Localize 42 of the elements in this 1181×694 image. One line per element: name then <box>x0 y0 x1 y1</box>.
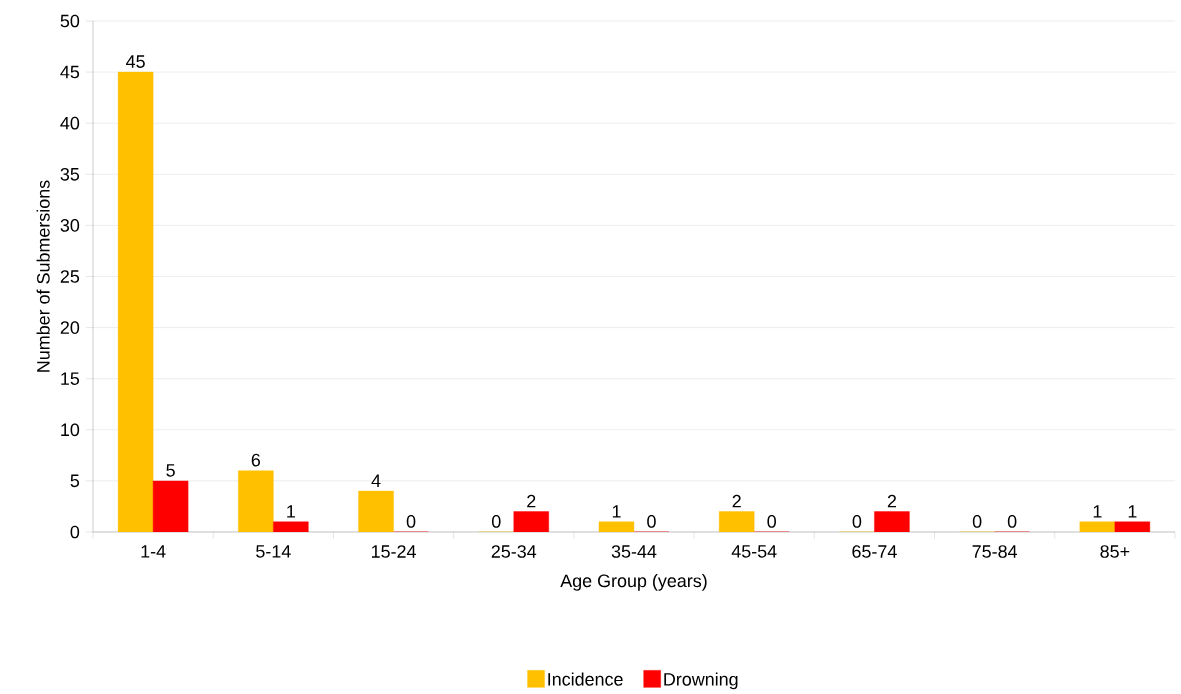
x-tick-label: 75-84 <box>972 545 1018 558</box>
y-tick-label: 0 <box>70 525 80 539</box>
y-tick-label: 20 <box>60 321 80 334</box>
x-axis-title: Age Group (years) <box>560 574 707 591</box>
y-tick-label: 10 <box>61 423 80 437</box>
data-label: 0 <box>491 515 501 528</box>
legend-label: Drowning <box>664 672 738 690</box>
y-tick-label: 50 <box>60 14 80 28</box>
data-label: 0 <box>1007 515 1017 528</box>
x-tick-label: 65-74 <box>852 545 897 558</box>
y-tick-label: 25 <box>60 270 80 283</box>
data-label: 1 <box>612 505 621 518</box>
y-tick-label: 45 <box>60 65 80 79</box>
data-label: 0 <box>406 515 416 528</box>
data-label: 45 <box>126 55 145 68</box>
data-label: 5 <box>166 464 175 477</box>
data-label: 1 <box>287 505 295 518</box>
x-tick-label: 15-24 <box>371 545 416 558</box>
data-label: 4 <box>371 474 381 487</box>
x-tick-label: 35-44 <box>611 545 657 558</box>
data-label: 0 <box>852 515 862 528</box>
data-label: 1 <box>1093 505 1102 518</box>
y-tick-label: 35 <box>60 167 80 181</box>
y-tick-label: 30 <box>60 219 80 232</box>
data-label: 0 <box>767 515 776 528</box>
x-tick-label: 25-34 <box>491 545 537 558</box>
legend-label: Incidence <box>548 672 623 686</box>
x-tick-label: 45-54 <box>731 545 777 558</box>
data-label: 2 <box>732 494 741 508</box>
y-tick-label: 5 <box>70 474 80 488</box>
data-label: 2 <box>527 494 536 508</box>
data-label: 0 <box>647 515 656 528</box>
data-label: 0 <box>972 515 982 528</box>
y-axis-title: Number of Submersions <box>36 180 50 372</box>
y-tick-label: 40 <box>60 116 80 130</box>
x-tick-label: 5-14 <box>256 545 291 558</box>
x-tick-label: 1-4 <box>141 545 166 558</box>
data-label: 6 <box>251 453 261 467</box>
y-tick-label: 15 <box>61 372 80 385</box>
data-label: 2 <box>887 494 897 508</box>
x-tick-label: 85+ <box>1100 545 1130 558</box>
data-label: 1 <box>1128 505 1137 518</box>
